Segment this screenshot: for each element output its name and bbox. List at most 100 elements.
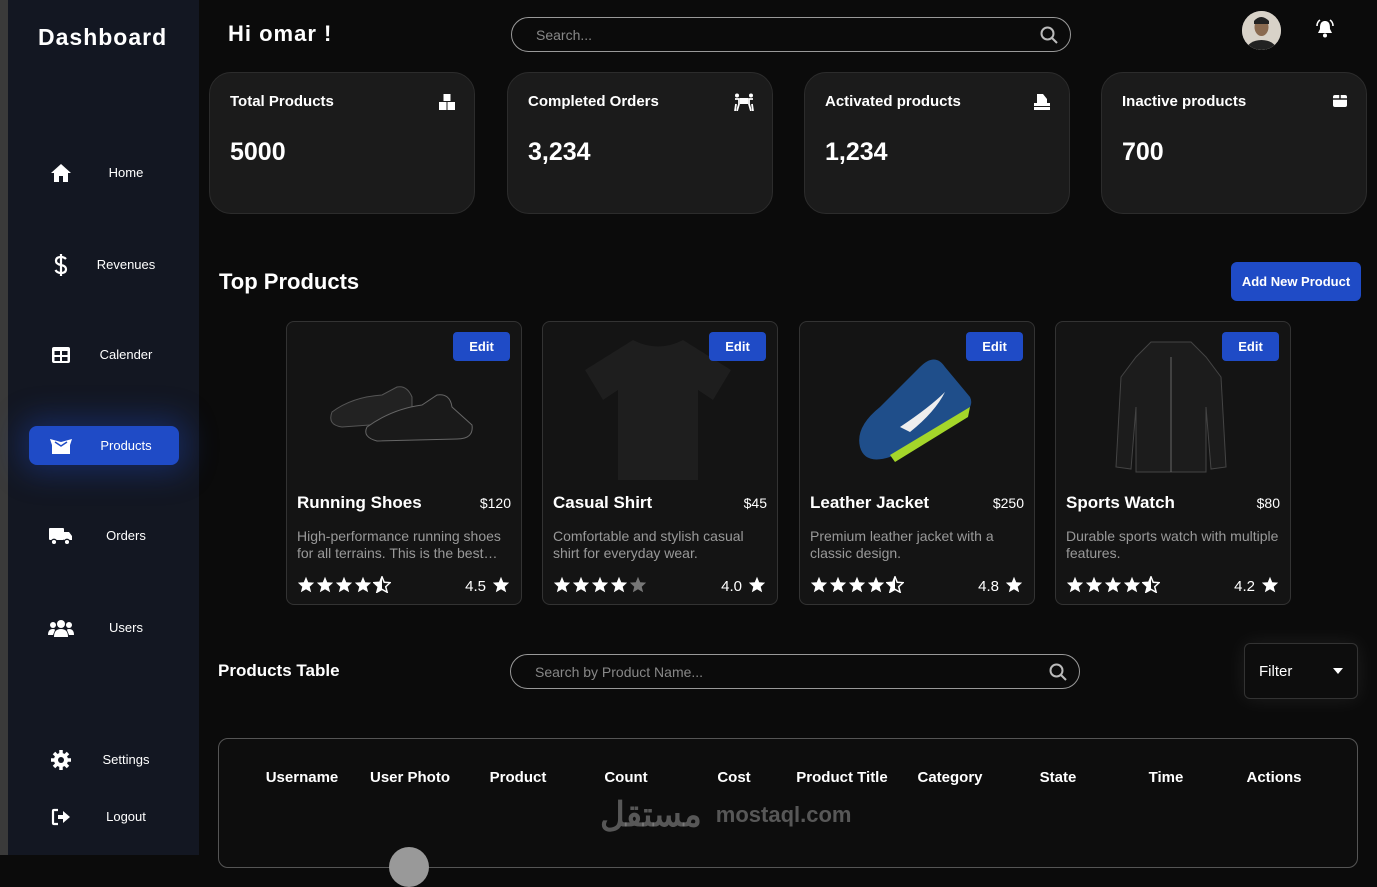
product-description: Premium leather jacket with a classic de…	[810, 528, 994, 561]
rating: 4.2	[1234, 576, 1279, 597]
edit-button[interactable]: Edit	[1222, 332, 1279, 361]
add-new-product-button[interactable]: Add New Product	[1231, 262, 1361, 301]
star-rating	[553, 576, 647, 598]
avatar[interactable]	[1242, 11, 1281, 50]
sidebar-item-label: Logout	[106, 809, 146, 824]
product-card: Edit Sports Watch $80 Durable sports watch …	[1055, 321, 1291, 605]
edit-button[interactable]: Edit	[453, 332, 510, 361]
top-products-title: Top Products	[219, 269, 360, 294]
sidebar-item-home[interactable]: Home	[29, 153, 179, 192]
stat-title: Activated products	[825, 93, 961, 110]
product-price: $45	[743, 495, 767, 511]
star-filled-icon	[1123, 576, 1141, 598]
sidebar-item-revenues[interactable]: Revenues	[29, 245, 179, 284]
sidebar-item-logout[interactable]: Logout	[29, 797, 179, 836]
column-header[interactable]: Cost	[717, 769, 751, 786]
search-placeholder: Search...	[536, 26, 593, 43]
box-open-icon	[29, 436, 93, 456]
sidebar-item-label: Calender	[99, 347, 153, 362]
column-header[interactable]: Username	[265, 769, 339, 786]
column-header[interactable]: Count	[604, 769, 648, 786]
chevron-down-icon	[1333, 668, 1343, 674]
product-name: Sports Watch	[1066, 493, 1175, 512]
stat-card: Activated products 1,234	[804, 72, 1070, 214]
sidebar-item-label: Users	[109, 620, 143, 635]
rating-value: 4.8	[978, 578, 999, 595]
star-filled-icon	[591, 576, 609, 598]
product-image	[317, 332, 487, 482]
star-empty-icon	[629, 576, 647, 598]
notification-bell-icon[interactable]	[1314, 19, 1336, 44]
home-icon	[29, 163, 93, 183]
star-half-icon	[885, 574, 905, 598]
product-image	[830, 332, 1000, 482]
star-filled-icon	[572, 576, 590, 598]
sidebar-item-label: Products	[100, 438, 152, 453]
star-icon	[492, 576, 510, 597]
stat-value: 3,234	[528, 138, 591, 166]
product-name: Running Shoes	[297, 493, 422, 512]
sidebar-item-users[interactable]: Users	[29, 608, 179, 647]
product-card: Edit Casual Shirt $45 Comfortable and styli…	[542, 321, 778, 605]
product-search-placeholder: Search by Product Name...	[535, 663, 704, 680]
star-filled-icon	[610, 576, 628, 598]
star-filled-icon	[1066, 576, 1084, 598]
column-header[interactable]: Category	[917, 769, 983, 786]
star-rating	[1066, 574, 1161, 598]
product-price: $250	[992, 495, 1024, 511]
user-photo	[389, 847, 429, 887]
product-image	[573, 332, 743, 482]
sidebar-item-orders[interactable]: Orders	[29, 516, 179, 555]
products-table-title: Products Table	[218, 661, 340, 680]
sidebar-item-label: Settings	[102, 752, 150, 767]
archive-icon	[1332, 93, 1348, 114]
column-header[interactable]: Time	[1148, 769, 1184, 786]
star-half-icon	[372, 574, 392, 598]
people-carry-icon	[734, 93, 754, 116]
column-header[interactable]: User Photo	[369, 769, 450, 786]
filter-select[interactable]: Filter	[1244, 643, 1358, 699]
column-header[interactable]: Actions	[1246, 769, 1302, 786]
sidebar-item-products[interactable]: Products	[29, 426, 179, 465]
logout-icon	[29, 808, 93, 826]
column-header[interactable]: State	[1039, 769, 1077, 786]
greeting: Hi omar !	[228, 21, 333, 46]
sidebar-item-calender[interactable]: Calender	[29, 335, 179, 374]
dollar-icon	[29, 253, 93, 276]
rating: 4.5	[465, 576, 510, 597]
rating-value: 4.5	[465, 578, 486, 595]
stat-value: 1,234	[825, 138, 888, 166]
star-filled-icon	[354, 576, 372, 598]
product-description: Comfortable and stylish casual shirt for…	[553, 528, 744, 561]
star-filled-icon	[810, 576, 828, 598]
sidebar-item-label: Revenues	[96, 257, 156, 272]
users-icon	[29, 618, 93, 638]
sidebar-item-label: Orders	[106, 528, 146, 543]
watermark-latin: mostaql.com	[715, 802, 852, 827]
star-filled-icon	[848, 576, 866, 598]
product-search-input[interactable]: Search by Product Name...	[510, 654, 1080, 689]
star-icon	[1261, 576, 1279, 597]
sidebar-item-settings[interactable]: Settings	[29, 740, 179, 779]
star-filled-icon	[829, 576, 847, 598]
product-name: Leather Jacket	[810, 493, 930, 512]
edit-button[interactable]: Edit	[709, 332, 766, 361]
truck-icon	[29, 526, 93, 546]
app-title: Dashboard	[38, 24, 168, 50]
table-icon	[29, 346, 93, 364]
column-header[interactable]: Product	[489, 769, 547, 786]
rating: 4.0	[721, 576, 766, 597]
column-header[interactable]: Product Title	[796, 769, 888, 786]
gear-icon	[29, 749, 93, 770]
watermark: مستقل mostaql.com	[600, 796, 851, 834]
edit-button[interactable]: Edit	[966, 332, 1023, 361]
star-filled-icon	[867, 576, 885, 598]
product-description: Durable sports watch with multiple featu…	[1066, 528, 1279, 561]
search-icon	[1040, 26, 1058, 44]
stat-value: 700	[1122, 138, 1164, 166]
stat-title: Inactive products	[1122, 93, 1247, 110]
search-input[interactable]: Search...	[511, 17, 1071, 52]
star-filled-icon	[553, 576, 571, 598]
rating: 4.8	[978, 576, 1023, 597]
star-half-icon	[1141, 574, 1161, 598]
